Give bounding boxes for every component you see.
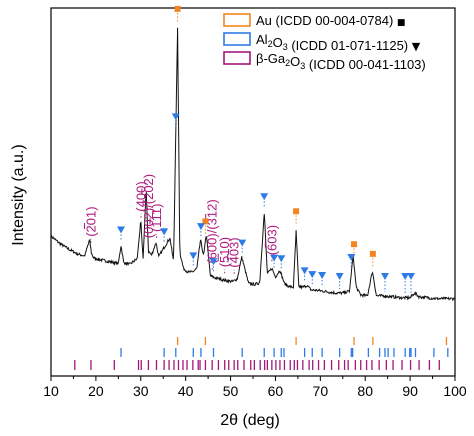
al2o3-marker-triangle [407,273,416,280]
al2o3-marker-triangle [209,258,218,266]
al2o3-marker-triangle [238,239,247,247]
legend: Au (ICDD 00-004-0784) ■Al2O3 (ICDD 01-07… [223,13,426,72]
al2o3-marker-triangle [160,228,169,236]
xrd-pattern-line [50,27,456,302]
au-marker-square [293,208,300,215]
al2o3-marker-triangle [171,113,180,121]
legend-marker-al2o3: ▼ [412,40,421,53]
legend-text-part: 2 [268,39,273,49]
al2o3-marker-triangle [318,272,327,280]
au-marker-square [369,250,376,257]
al2o3-marker-triangle [308,271,317,279]
legend-marker-au: ■ [397,18,406,28]
x-tick-label: 30 [133,383,149,399]
ga2o3-peak-label: (603) [264,225,279,255]
legend-text-part: β-Ga [256,51,286,66]
plot-layer: 10 20 30 40 50 60 70 80 90 100 (201) (400)(002)/(20… [43,5,467,399]
ga2o3-peak-label-text: (111) [149,204,164,232]
legend-label-al2o3: Al2O3 (ICDD 01-071-1125) ▼ [256,32,421,53]
al2o3-marker-triangle [117,226,126,234]
al2o3-marker-triangle [260,193,269,201]
ga2o3-peak-label: (201) [83,206,98,236]
x-tick-label: 40 [178,383,194,399]
x-tick-label: 10 [43,383,59,399]
ga2o3-peak-label: (403) [227,237,242,267]
legend-text-part: 2 [285,58,290,68]
ga2o3-peak-label: (111) [149,204,164,232]
legend-label-ga2o3: β-Ga2O3 (ICDD 00-041-1103) [256,51,426,72]
legend-text-part: O [273,35,283,50]
ga2o3-peak-label-text: (603) [264,225,279,255]
al2o3-marker-triangle [189,252,198,260]
ga2o3-peak-label: (400) [134,181,149,211]
legend-text-part: O [290,54,300,69]
x-tick-label: 60 [268,383,284,399]
al2o3-marker-triangle [196,223,205,231]
x-tick-label: 90 [402,383,418,399]
al2o3-marker-triangle [401,273,410,280]
x-tick-label: 20 [88,383,104,399]
legend-swatch-ga2o3 [223,51,251,65]
al2o3-marker-triangle [300,267,309,275]
al2o3-marker-triangle [335,273,344,280]
al2o3-marker-triangle [270,254,279,262]
legend-swatch-au [223,13,251,27]
legend-text-part: 3 [283,42,288,52]
ga2o3-peak-label: (002)/(202) [141,174,156,238]
al2o3-marker-triangle [380,273,389,280]
ga2o3-peak-label-text: (201) [83,206,98,236]
legend-text-part: (ICDD 00-041-1103) [305,57,425,72]
au-marker-square [174,5,181,12]
x-tick-label: 100 [443,383,467,399]
legend-text-part: Al [256,32,268,47]
x-tick-label: 50 [223,383,239,399]
au-marker-square [351,241,357,248]
x-tick-label: 80 [357,383,373,399]
legend-swatch-al2o3 [223,32,251,46]
x-axis-label: 2θ (deg) [220,412,280,429]
au-marker-square [202,218,209,225]
al2o3-marker-triangle [277,255,286,263]
al2o3-marker-triangle [347,254,356,262]
y-axis-label: Intensity (a.u.) [10,144,27,245]
legend-text-part: 3 [300,61,305,71]
legend-text-part: (ICDD 01-071-1125) [288,38,412,53]
ga2o3-peak-label-text: (510) [217,237,232,267]
ga2o3-peak-label-text: (002)/(202) [141,174,156,238]
ga2o3-peak-label: (510) [217,237,232,267]
ga2o3-peak-label-text: (600)/(312) [205,199,220,263]
ga2o3-peak-label-text: (403) [227,237,242,267]
ga2o3-peak-label-text: (400) [134,181,149,211]
legend-label-au: Au (ICDD 00-004-0784) ■ [256,13,405,28]
x-tick-label: 70 [313,383,329,399]
legend-text-part: Au (ICDD 00-004-0784) [256,13,397,28]
